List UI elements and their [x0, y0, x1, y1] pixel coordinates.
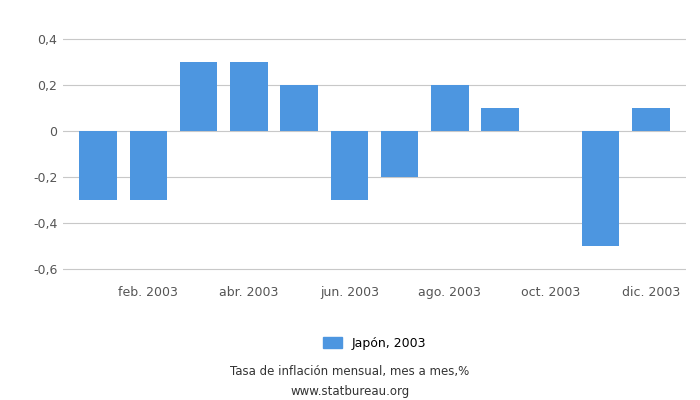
- Bar: [180, 62, 218, 131]
- Bar: [330, 131, 368, 200]
- Bar: [79, 131, 117, 200]
- Bar: [280, 85, 318, 131]
- Bar: [130, 131, 167, 200]
- Bar: [431, 85, 469, 131]
- Bar: [482, 108, 519, 131]
- Text: Tasa de inflación mensual, mes a mes,%: Tasa de inflación mensual, mes a mes,%: [230, 366, 470, 378]
- Bar: [632, 108, 670, 131]
- Bar: [582, 131, 620, 246]
- Bar: [381, 131, 419, 177]
- Bar: [230, 62, 267, 131]
- Text: www.statbureau.org: www.statbureau.org: [290, 386, 410, 398]
- Legend: Japón, 2003: Japón, 2003: [318, 332, 431, 355]
